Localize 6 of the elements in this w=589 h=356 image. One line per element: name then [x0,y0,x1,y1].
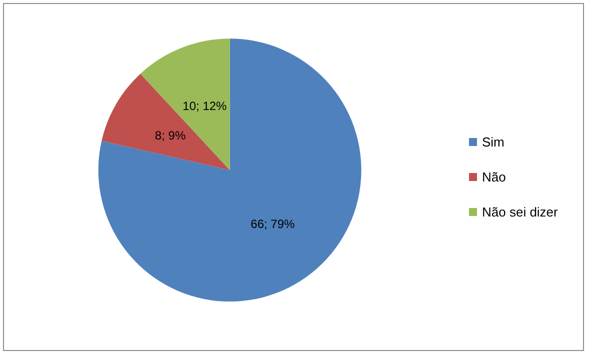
legend-label: Não sei dizer [482,204,559,220]
data-label: 10; 12% [182,99,228,114]
legend-label: Não [482,170,506,184]
data-label: 8; 9% [154,128,186,143]
data-label: 66; 79% [250,216,296,231]
legend-label: Sim [482,134,504,150]
